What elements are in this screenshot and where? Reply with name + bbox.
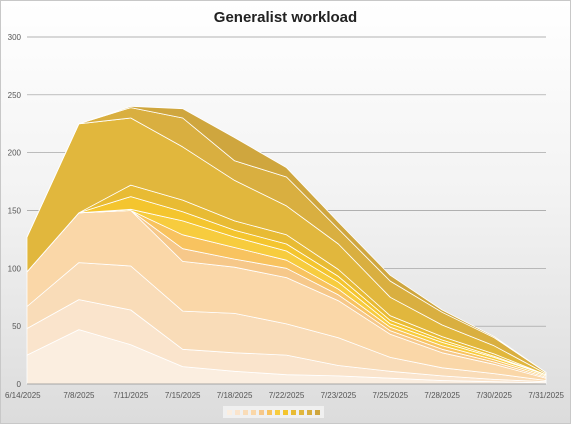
y-tick-label: 200 — [8, 149, 22, 158]
x-tick-label: 6/14/2025 — [5, 391, 41, 400]
legend-swatch-4 — [251, 409, 256, 415]
y-tick-label: 100 — [8, 264, 22, 273]
x-tick-label: 7/28/2025 — [424, 391, 460, 400]
y-tick-label: 300 — [8, 33, 22, 42]
x-tick-label: 7/8/2025 — [63, 391, 95, 400]
x-tick-label: 7/25/2025 — [373, 391, 409, 400]
legend-swatch-11 — [307, 409, 312, 415]
x-tick-label: 7/23/2025 — [321, 391, 357, 400]
legend-swatch-10 — [299, 409, 304, 415]
legend-swatch-8 — [283, 409, 288, 415]
legend-swatch-5 — [259, 409, 264, 415]
legend — [223, 406, 324, 418]
y-tick-label: 50 — [12, 322, 21, 331]
legend-swatch-1 — [227, 409, 232, 415]
legend-swatch-6 — [267, 409, 272, 415]
x-tick-label: 7/30/2025 — [476, 391, 512, 400]
x-tick-label: 7/18/2025 — [217, 391, 253, 400]
x-tick-label: 7/11/2025 — [113, 391, 149, 400]
legend-swatch-7 — [275, 409, 280, 415]
legend-swatch-9 — [291, 409, 296, 415]
x-tick-label: 7/22/2025 — [269, 391, 305, 400]
legend-swatch-3 — [243, 409, 248, 415]
chart-title: Generalist workload — [213, 9, 358, 26]
x-tick-label: 7/31/2025 — [528, 391, 564, 400]
x-tick-label: 7/15/2025 — [165, 391, 201, 400]
legend-swatch-2 — [235, 409, 240, 415]
y-tick-label: 250 — [8, 91, 22, 100]
y-tick-label: 150 — [8, 207, 22, 216]
y-tick-label: 0 — [17, 380, 22, 389]
legend-swatch-12 — [315, 409, 320, 415]
area-series-12 — [26, 106, 547, 373]
